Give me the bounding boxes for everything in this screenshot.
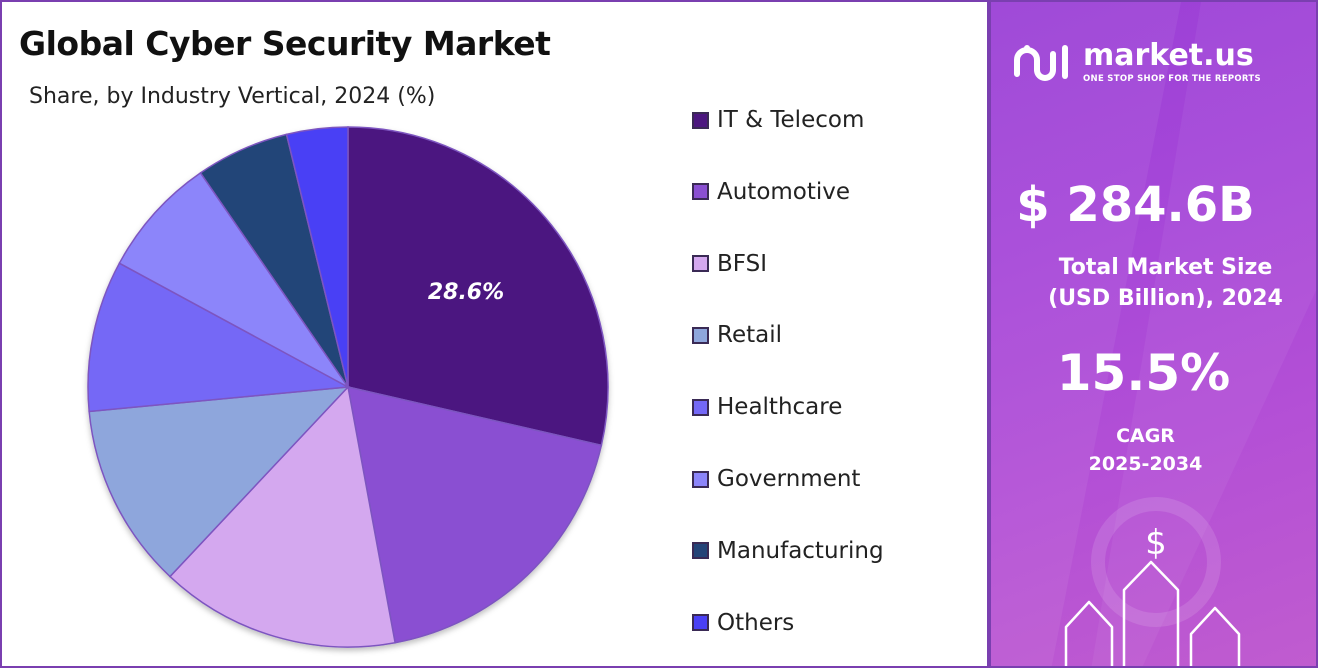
pie-slice-others — [285, 126, 349, 388]
chart-subtitle: Share, by Industry Vertical, 2024 (%) — [29, 84, 436, 109]
legend-label-it-telecom: IT & Telecom — [717, 107, 865, 133]
legend-label-government: Government — [717, 466, 861, 492]
up-arrows-icon — [1064, 560, 1241, 666]
legend-item-manufacturing: Manufacturing — [692, 533, 884, 569]
pie-slice-government — [118, 171, 349, 388]
summary-panel: $ market.us ONE STOP SHOP FOR THE REPORT… — [989, 0, 1318, 668]
legend-label-others: Others — [717, 609, 795, 636]
legend-swatch-government — [692, 470, 709, 488]
legend-item-bfsi: BFSI — [692, 246, 767, 282]
pie-slice-healthcare — [87, 262, 351, 413]
legend-item-retail: Retail — [692, 317, 782, 353]
background-decoration: $ — [991, 2, 1316, 666]
legend-swatch-others — [692, 614, 709, 632]
legend-item-others: Others — [692, 605, 794, 641]
legend-label-bfsi: BFSI — [717, 250, 767, 277]
legend-item-healthcare: Healthcare — [692, 389, 842, 425]
cagr-label-line2: 2025-2034 — [1088, 453, 1203, 475]
legend-swatch-automotive — [692, 183, 709, 201]
legend-item-government: Government — [692, 461, 860, 497]
cagr-label-line1: CAGR — [1116, 425, 1175, 447]
legend-label-retail: Retail — [717, 322, 782, 349]
legend-label-healthcare: Healthcare — [717, 394, 843, 421]
pie-label-it-telecom: 28.6% — [428, 280, 504, 305]
brand-name: market.us — [1083, 37, 1254, 73]
cagr-value: 15.5% — [1056, 344, 1231, 402]
pie-slice-retail — [88, 386, 350, 578]
chart-panel: Global Cyber Security Market Share, by I… — [0, 0, 989, 668]
pie-slice-bfsi — [168, 385, 396, 648]
chart-title: Global Cyber Security Market — [19, 24, 551, 63]
legend-label-manufacturing: Manufacturing — [717, 537, 884, 564]
dollar-icon: $ — [1145, 523, 1167, 563]
market-size-label-line2: (USD Billion), 2024 — [1048, 286, 1283, 311]
legend-item-automotive: Automotive — [692, 174, 850, 210]
brand: market.us ONE STOP SHOP FOR THE REPORTS — [1011, 40, 1261, 84]
legend-swatch-it-telecom — [692, 111, 709, 129]
cagr-label: CAGR 2025-2034 — [991, 422, 1310, 478]
legend-swatch-retail — [692, 326, 709, 344]
market-size-label-line1: Total Market Size — [1058, 255, 1273, 280]
legend-item-it-telecom: IT & Telecom — [692, 102, 864, 138]
pie-slice-it-telecom — [347, 126, 609, 447]
brand-tagline: ONE STOP SHOP FOR THE REPORTS — [1083, 73, 1261, 84]
legend-swatch-bfsi — [692, 255, 709, 273]
market-size-value: $ 284.6B — [1016, 177, 1255, 233]
market-us-logo-icon — [1014, 45, 1068, 81]
svg-text:$: $ — [1145, 523, 1167, 563]
pie-slice-automotive — [347, 386, 603, 644]
legend-label-automotive: Automotive — [717, 178, 851, 205]
legend-swatch-healthcare — [692, 398, 709, 416]
market-size-label: Total Market Size (USD Billion), 2024 — [1001, 252, 1316, 314]
legend-swatch-manufacturing — [692, 542, 709, 560]
pie-chart: 28.6% — [87, 126, 609, 648]
